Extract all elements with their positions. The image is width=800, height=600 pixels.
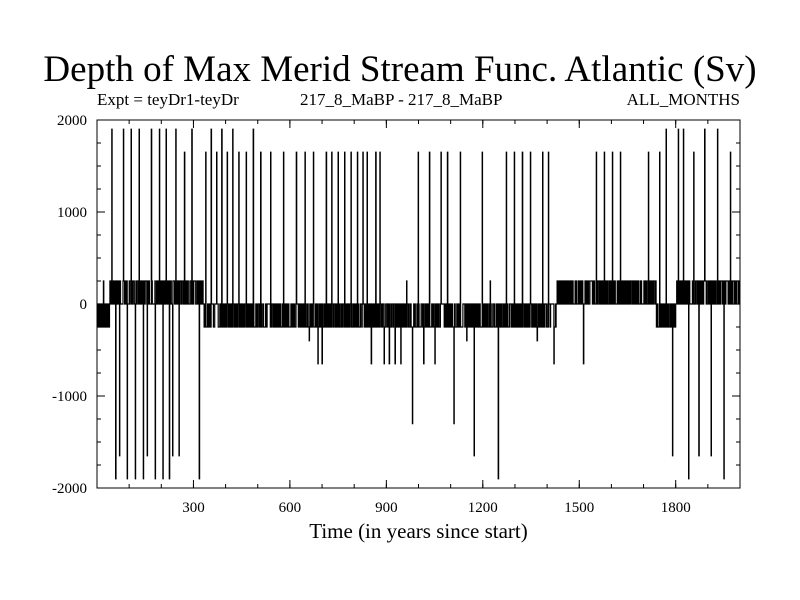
x-axis-label: Time (in years since start): [309, 519, 528, 543]
x-tick-label: 1200: [468, 500, 498, 516]
y-tick-label: 1000: [57, 205, 87, 221]
series-layer: [97, 128, 740, 480]
y-tick-label: -2000: [52, 481, 87, 497]
axis-layer: -2000 -1000 0 1000 2000 300 600 900 1200 1500 1800: [52, 113, 741, 516]
period-label: 217_8_MaBP - 217_8_MaBP: [300, 90, 503, 109]
x-tick-label: 900: [375, 500, 398, 516]
chart-title: Depth of Max Merid Stream Func. Atlantic…: [43, 49, 757, 90]
y-tick-label: -1000: [52, 389, 87, 405]
x-tick-label: 300: [182, 500, 205, 516]
series-line: [97, 128, 740, 480]
x-tick-label: 1800: [661, 500, 691, 516]
y-tick-label: 2000: [57, 113, 87, 129]
months-label: ALL_MONTHS: [626, 90, 740, 109]
y-tick-label: 0: [80, 297, 88, 313]
experiment-label: Expt = teyDr1-teyDr: [97, 90, 239, 109]
x-tick-label: 600: [279, 500, 302, 516]
x-tick-label: 1500: [564, 500, 594, 516]
